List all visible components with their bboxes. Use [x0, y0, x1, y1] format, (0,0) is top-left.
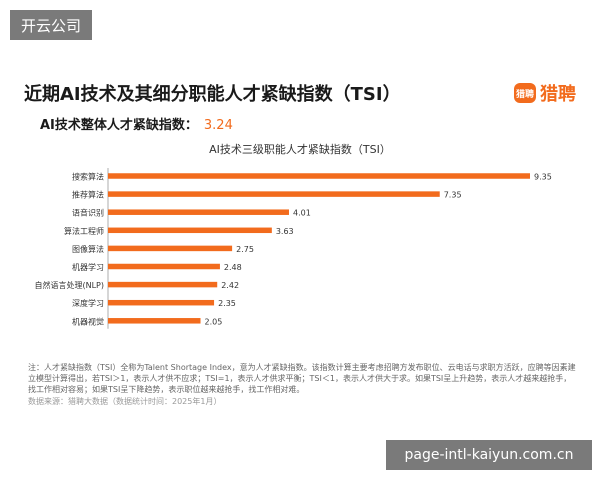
category-label: 图像算法 — [72, 244, 104, 254]
data-source: 数据来源：猎聘大数据（数据统计时间：2025年1月） — [28, 397, 222, 406]
bar — [108, 191, 440, 197]
category-label: 自然语言处理(NLP) — [34, 280, 104, 290]
overall-tsi-value: 3.24 — [203, 118, 233, 133]
category-label: 搜索算法 — [72, 172, 104, 182]
brand-logo-icon: 猎聘 — [514, 83, 536, 103]
watermark-top: 开云公司 — [10, 10, 92, 40]
category-label: 机器视觉 — [72, 316, 104, 326]
bar — [108, 281, 218, 288]
bar-value-label: 3.63 — [276, 227, 294, 236]
category-label: 语音识别 — [72, 208, 104, 218]
bar-value-label: 2.75 — [236, 245, 254, 254]
bar-value-label: 2.35 — [218, 299, 236, 308]
bar — [108, 227, 272, 234]
bar — [108, 245, 233, 252]
bar — [108, 209, 289, 215]
overall-tsi-label: AI技术整体人才紧缺指数： — [40, 118, 198, 133]
brand-logo-text: 猎聘 — [540, 84, 576, 105]
bar — [108, 263, 220, 270]
bar-value-label: 7.35 — [444, 191, 462, 200]
bar-value-label: 2.42 — [221, 281, 239, 290]
watermark-bottom: page-intl-kaiyun.com.cn — [386, 440, 592, 470]
brand-logo: 猎聘 猎聘 — [514, 80, 576, 106]
category-label: 算法工程师 — [64, 226, 104, 236]
category-label: 机器学习 — [72, 262, 104, 272]
chart-title: AI技术三级职能人才紧缺指数（TSI） — [209, 143, 391, 156]
bar — [108, 318, 201, 324]
page-title: 近期AI技术及其细分职能人才紧缺指数（TSI） — [24, 84, 401, 105]
bar-value-label: 2.48 — [224, 263, 242, 272]
overall-tsi: AI技术整体人才紧缺指数： 3.24 — [40, 114, 233, 133]
category-label: 推荐算法 — [72, 190, 104, 200]
bar-value-label: 9.35 — [534, 173, 552, 182]
footnote: 注：人才紧缺指数（TSI）全称为Talent Shortage Index，意为… — [28, 363, 576, 394]
bar — [108, 299, 215, 306]
category-label: 深度学习 — [72, 298, 104, 308]
bar-value-label: 4.01 — [293, 209, 311, 218]
bar — [108, 173, 530, 179]
bar-value-label: 2.05 — [205, 317, 223, 326]
